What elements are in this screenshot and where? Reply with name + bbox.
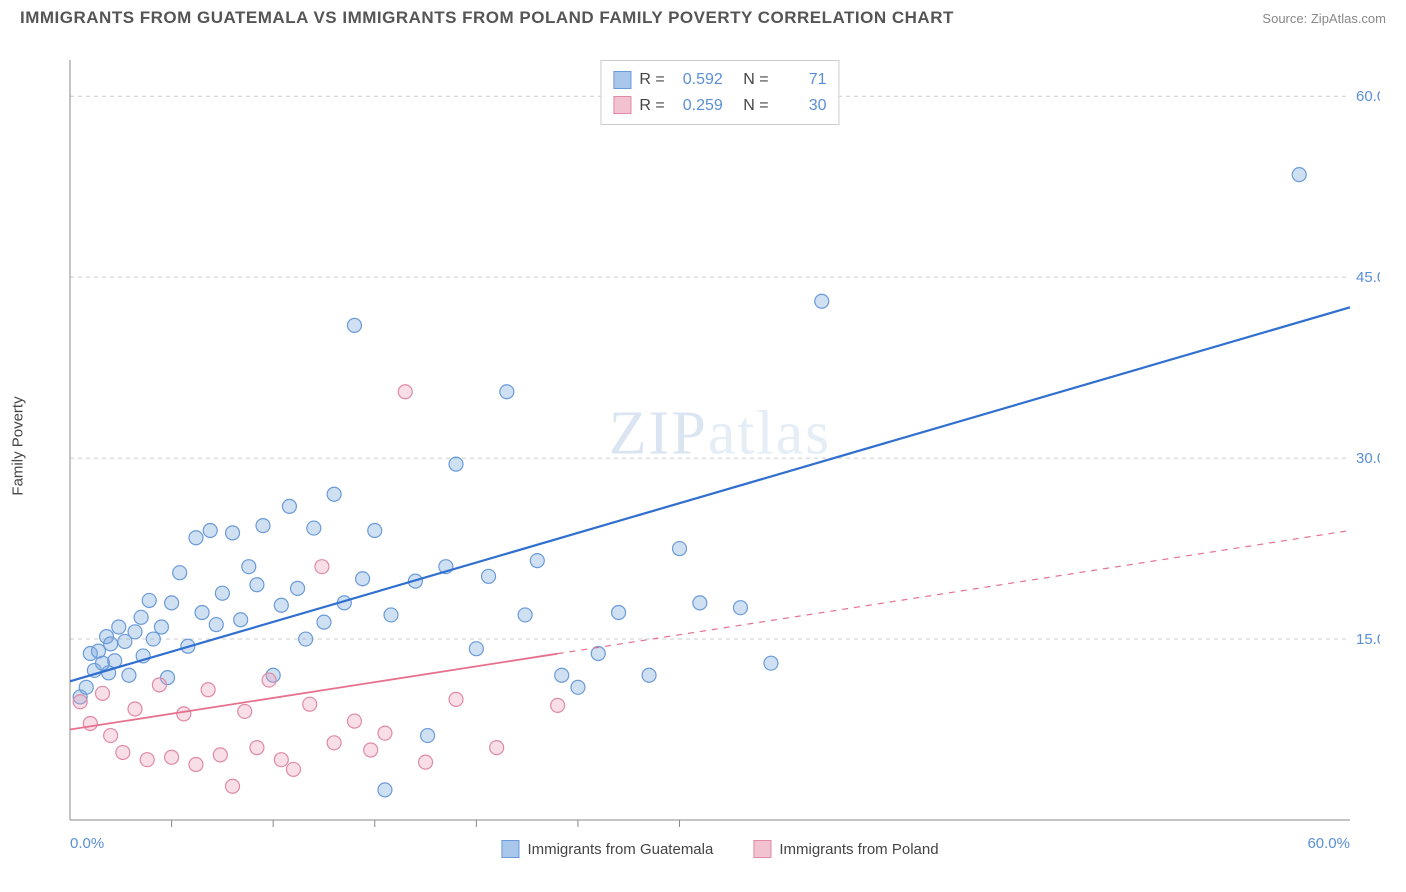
n-label: N =: [743, 93, 768, 119]
legend-item-poland: Immigrants from Poland: [753, 840, 938, 858]
svg-text:30.0%: 30.0%: [1356, 450, 1380, 467]
n-label: N =: [743, 67, 768, 93]
n-value-guatemala: 71: [777, 67, 827, 93]
y-axis-label: Family Poverty: [10, 396, 27, 495]
scatter-chart-svg: 15.0% 30.0% 45.0% 60.0% 0.0% 60.0%: [60, 40, 1380, 860]
stats-legend: R = 0.592 N = 71 R = 0.259 N = 30: [600, 60, 839, 125]
series-legend: Immigrants from Guatemala Immigrants fro…: [501, 840, 938, 858]
swatch-guatemala: [501, 840, 519, 858]
r-label: R =: [639, 93, 664, 119]
source-credit: Source: ZipAtlas.com: [1262, 11, 1386, 26]
svg-text:15.0%: 15.0%: [1356, 631, 1380, 648]
r-label: R =: [639, 67, 664, 93]
r-value-poland: 0.259: [673, 93, 723, 119]
chart-area: 15.0%30.0%45.0%60.0%0.0%60.0% ZIPatlas R…: [60, 40, 1380, 860]
legend-item-guatemala: Immigrants from Guatemala: [501, 840, 713, 858]
legend-label-guatemala: Immigrants from Guatemala: [527, 841, 713, 858]
r-value-guatemala: 0.592: [673, 67, 723, 93]
source-name: ZipAtlas.com: [1311, 11, 1386, 26]
svg-text:60.0%: 60.0%: [1356, 88, 1380, 105]
stats-row-guatemala: R = 0.592 N = 71: [613, 67, 826, 93]
chart-title: IMMIGRANTS FROM GUATEMALA VS IMMIGRANTS …: [20, 8, 954, 28]
swatch-poland: [753, 840, 771, 858]
stats-row-poland: R = 0.259 N = 30: [613, 93, 826, 119]
swatch-guatemala: [613, 71, 631, 89]
svg-text:45.0%: 45.0%: [1356, 269, 1380, 286]
swatch-poland: [613, 96, 631, 114]
svg-text:0.0%: 0.0%: [70, 835, 104, 852]
svg-text:60.0%: 60.0%: [1307, 835, 1350, 852]
n-value-poland: 30: [777, 93, 827, 119]
legend-label-poland: Immigrants from Poland: [779, 841, 938, 858]
source-prefix: Source:: [1262, 11, 1307, 26]
